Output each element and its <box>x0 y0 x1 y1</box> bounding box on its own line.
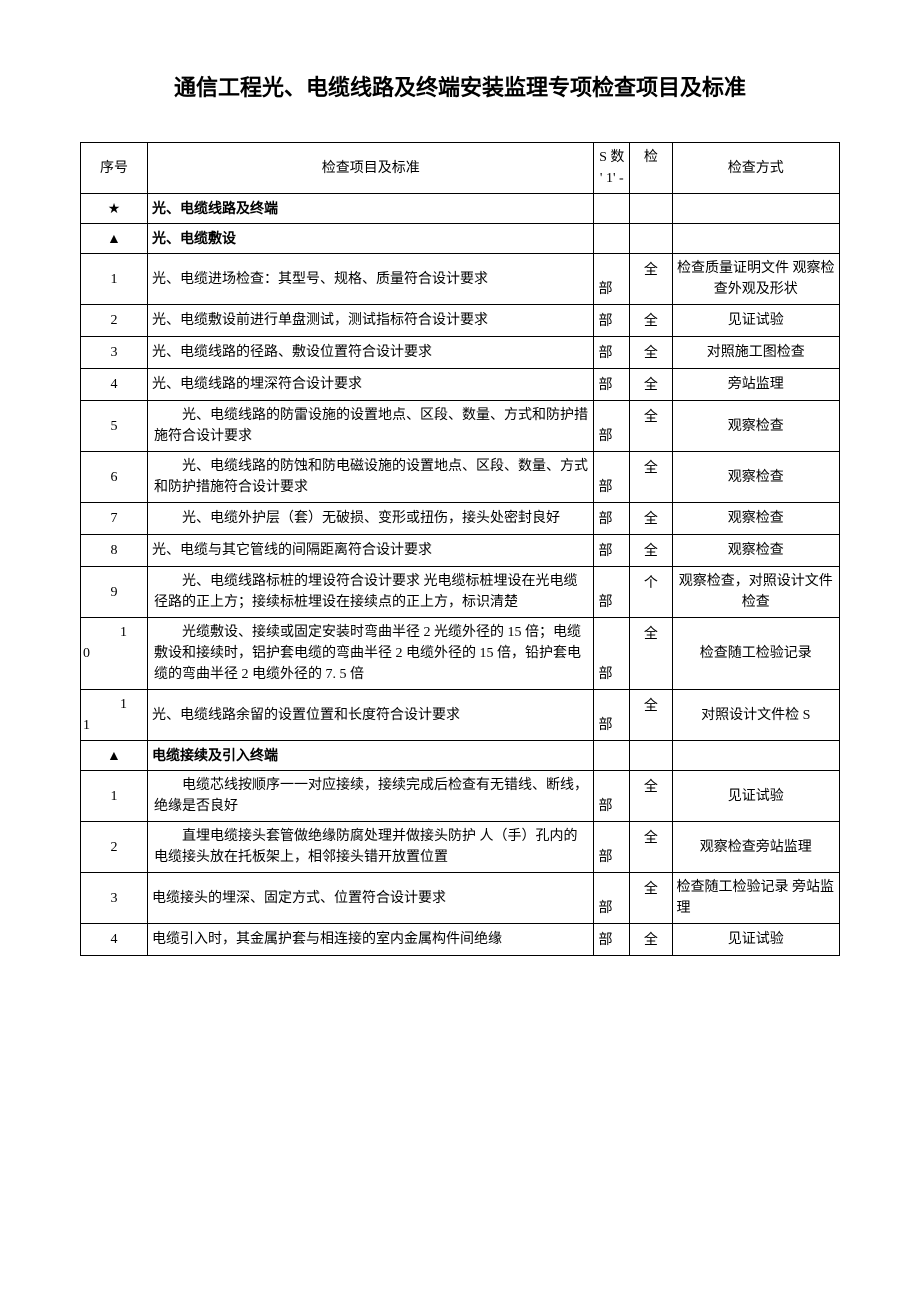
table-row: 9光、电缆线路标桩的埋设符合设计要求 光电缆标桩埋设在光电缆径路的正上方；接续标… <box>81 567 840 618</box>
table-row: 8光、电缆与其它管线的间隔距离符合设计要求部全观察检查 <box>81 535 840 567</box>
table-row: 6光、电缆线路的防蚀和防电磁设施的设置地点、区段、数量、方式和防护措施符合设计要… <box>81 452 840 503</box>
section-row: ▲光、电缆敷设 <box>81 224 840 254</box>
header-count-right: 检 <box>630 143 672 194</box>
table-row: 2直埋电缆接头套管做绝缘防腐处理并做接头防护 人（手）孔内的电缆接头放在托板架上… <box>81 822 840 873</box>
table-row: 5光、电缆线路的防雷设施的设置地点、区段、数量、方式和防护措施符合设计要求部全观… <box>81 401 840 452</box>
table-row: 11光、电缆线路余留的设置位置和长度符合设计要求部全对照设计文件检 S <box>81 690 840 741</box>
table-header: 序号 检查项目及标准 S 数 ' 1' - 检 检查方式 <box>81 143 840 194</box>
header-count-left: S 数 ' 1' - <box>594 143 630 194</box>
page-title: 通信工程光、电缆线路及终端安装监理专项检查项目及标准 <box>80 70 840 102</box>
header-seq: 序号 <box>81 143 148 194</box>
table-row: 3电缆接头的埋深、固定方式、位置符合设计要求部全检查随工检验记录 旁站监理 <box>81 873 840 924</box>
table-row: 2光、电缆敷设前进行单盘测试，测试指标符合设计要求部全见证试验 <box>81 305 840 337</box>
section-row: ▲电缆接续及引入终端 <box>81 741 840 771</box>
table-row: 1电缆芯线按顺序一一对应接续，接续完成后检查有无错线、断线，绝缘是否良好部全见证… <box>81 771 840 822</box>
table-row: 4光、电缆线路的埋深符合设计要求部全旁站监理 <box>81 369 840 401</box>
header-method: 检查方式 <box>672 143 839 194</box>
table-row: 4电缆引入时，其金属护套与相连接的室内金属构件间绝缘部全见证试验 <box>81 924 840 956</box>
header-content: 检查项目及标准 <box>147 143 593 194</box>
table-row: 1光、电缆进场检查：其型号、规格、质量符合设计要求部全检查质量证明文件 观察检查… <box>81 254 840 305</box>
standards-table: 序号 检查项目及标准 S 数 ' 1' - 检 检查方式 ★光、电缆线路及终端▲… <box>80 142 840 956</box>
table-row: 3光、电缆线路的径路、敷设位置符合设计要求部全对照施工图检查 <box>81 337 840 369</box>
table-row: 10光缆敷设、接续或固定安装时弯曲半径 2 光缆外径的 15 倍；电缆敷设和接续… <box>81 618 840 690</box>
table-row: 7光、电缆外护层（套）无破损、变形或扭伤，接头处密封良好部全观察检查 <box>81 503 840 535</box>
section-row: ★光、电缆线路及终端 <box>81 194 840 224</box>
